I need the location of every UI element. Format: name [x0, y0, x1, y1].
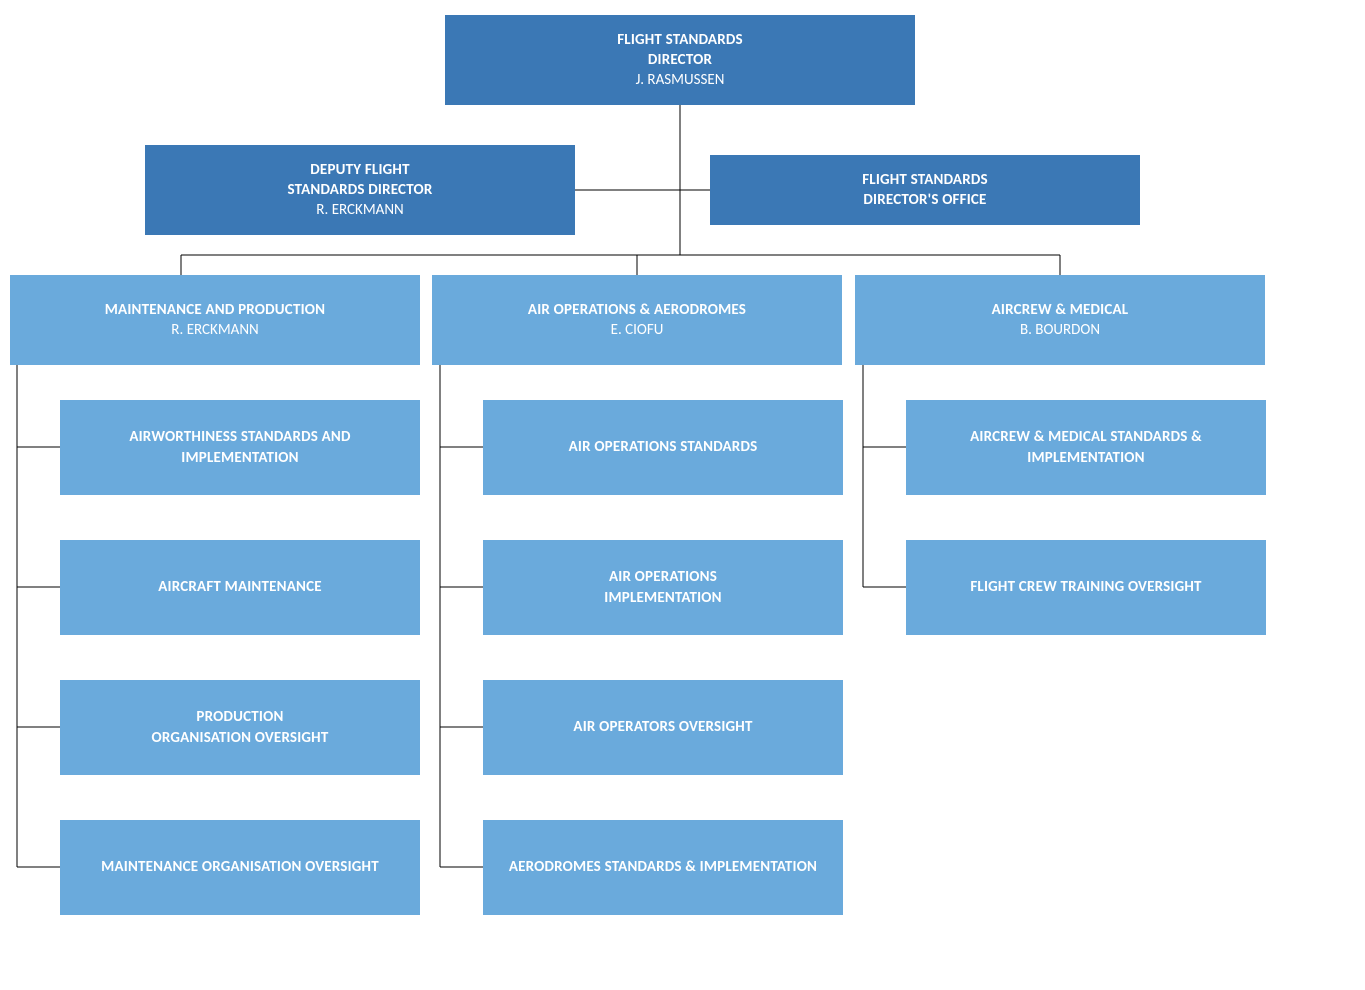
node-title: AIR OPERATIONS IMPLEMENTATION	[604, 567, 721, 608]
node-title: AIR OPERATORS OVERSIGHT	[573, 717, 752, 737]
node-title: FLIGHT STANDARDS DIRECTOR'S OFFICE	[862, 170, 988, 211]
node-name: R. ERCKMANN	[316, 200, 403, 220]
node-title: FLIGHT CREW TRAINING OVERSIGHT	[970, 577, 1201, 597]
node-air-ops-implementation: AIR OPERATIONS IMPLEMENTATION	[483, 540, 843, 635]
node-maintenance-production: MAINTENANCE AND PRODUCTION R. ERCKMANN	[10, 275, 420, 365]
node-air-operators-oversight: AIR OPERATORS OVERSIGHT	[483, 680, 843, 775]
node-deputy-director: DEPUTY FLIGHT STANDARDS DIRECTOR R. ERCK…	[145, 145, 575, 235]
node-maintenance-oversight: MAINTENANCE ORGANISATION OVERSIGHT	[60, 820, 420, 915]
node-title: MAINTENANCE AND PRODUCTION	[105, 300, 325, 320]
node-name: R. ERCKMANN	[171, 320, 258, 340]
node-directors-office: FLIGHT STANDARDS DIRECTOR'S OFFICE	[710, 155, 1140, 225]
node-aircrew-medical: AIRCREW & MEDICAL B. BOURDON	[855, 275, 1265, 365]
node-title: MAINTENANCE ORGANISATION OVERSIGHT	[101, 857, 379, 877]
node-air-operations-aerodromes: AIR OPERATIONS & AERODROMES E. CIOFU	[432, 275, 842, 365]
node-title: AIRWORTHINESS STANDARDS AND IMPLEMENTATI…	[129, 427, 350, 468]
node-title: AERODROMES STANDARDS & IMPLEMENTATION	[509, 857, 817, 877]
node-title: AIR OPERATIONS & AERODROMES	[528, 300, 746, 320]
node-title: AIRCREW & MEDICAL	[992, 300, 1129, 320]
node-aircraft-maintenance: AIRCRAFT MAINTENANCE	[60, 540, 420, 635]
node-name: E. CIOFU	[611, 320, 664, 340]
node-airworthiness-standards: AIRWORTHINESS STANDARDS AND IMPLEMENTATI…	[60, 400, 420, 495]
node-aircrew-medical-standards: AIRCREW & MEDICAL STANDARDS & IMPLEMENTA…	[906, 400, 1266, 495]
node-production-oversight: PRODUCTION ORGANISATION OVERSIGHT	[60, 680, 420, 775]
node-title: AIRCREW & MEDICAL STANDARDS & IMPLEMENTA…	[970, 427, 1202, 468]
node-flight-crew-training: FLIGHT CREW TRAINING OVERSIGHT	[906, 540, 1266, 635]
node-title: PRODUCTION ORGANISATION OVERSIGHT	[152, 707, 329, 748]
node-name: B. BOURDON	[1020, 320, 1100, 340]
node-title: AIRCRAFT MAINTENANCE	[158, 577, 322, 597]
node-name: J. RASMUSSEN	[636, 70, 725, 90]
node-director: FLIGHT STANDARDS DIRECTOR J. RASMUSSEN	[445, 15, 915, 105]
node-title: DEPUTY FLIGHT STANDARDS DIRECTOR	[288, 160, 433, 201]
node-title: AIR OPERATIONS STANDARDS	[569, 437, 758, 457]
node-air-ops-standards: AIR OPERATIONS STANDARDS	[483, 400, 843, 495]
node-aerodromes-standards: AERODROMES STANDARDS & IMPLEMENTATION	[483, 820, 843, 915]
node-title: FLIGHT STANDARDS DIRECTOR	[617, 30, 743, 71]
